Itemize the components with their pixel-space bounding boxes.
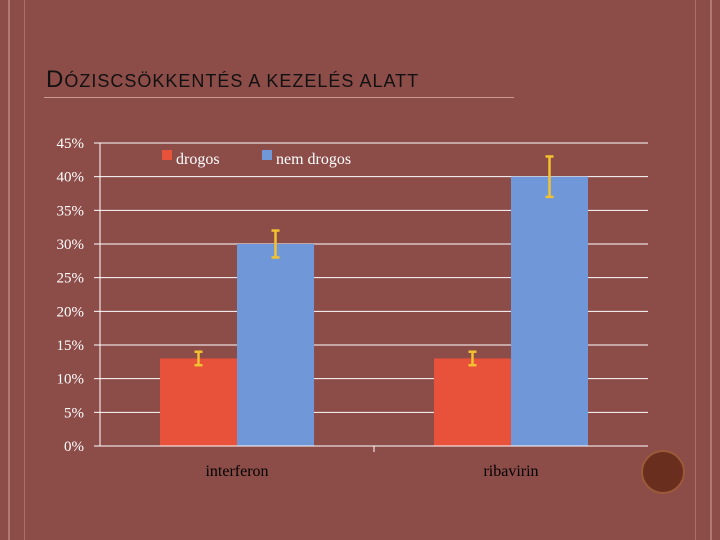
error-bars bbox=[194, 155, 554, 367]
legend-swatch bbox=[262, 150, 272, 160]
y-tick-label: 15% bbox=[57, 338, 85, 354]
y-tick-label: 40% bbox=[57, 170, 85, 186]
bar-drogos-interferon bbox=[160, 358, 237, 446]
x-category-label: interferon bbox=[205, 463, 268, 480]
y-tick-label: 5% bbox=[64, 405, 84, 421]
slide-frame-outer bbox=[8, 0, 712, 540]
bar-nem-drogos-ribavirin bbox=[511, 176, 588, 446]
slide-title: DÓZISCSÖKKENTÉS A KEZELÉS ALATT bbox=[46, 66, 419, 94]
title-initial: D bbox=[46, 66, 65, 93]
y-tick-label: 45% bbox=[57, 136, 85, 152]
bar-nem-drogos-interferon bbox=[237, 244, 314, 446]
x-axis: interferon ribavirin bbox=[99, 143, 648, 480]
slide-frame-inner bbox=[24, 0, 696, 540]
y-axis-ticks: 0% 5% 10% 15% 20% 25% 30% 35% 40% 45% bbox=[57, 136, 100, 455]
legend: drogos nem drogos bbox=[162, 150, 351, 168]
y-tick-label: 25% bbox=[57, 271, 85, 287]
title-underline bbox=[44, 97, 514, 98]
legend-swatch bbox=[162, 150, 172, 160]
title-rest: ÓZISCSÖKKENTÉS A KEZELÉS ALATT bbox=[64, 71, 420, 91]
legend-label: drogos bbox=[176, 151, 220, 168]
bars bbox=[160, 176, 588, 446]
y-tick-label: 10% bbox=[57, 372, 85, 388]
x-category-label: ribavirin bbox=[483, 463, 538, 480]
bar-drogos-ribavirin bbox=[434, 358, 511, 446]
legend-label: nem drogos bbox=[276, 151, 351, 168]
y-tick-label: 0% bbox=[64, 439, 84, 455]
y-tick-label: 35% bbox=[57, 203, 85, 219]
y-tick-label: 20% bbox=[57, 304, 85, 320]
decorative-circle bbox=[641, 450, 685, 494]
y-tick-label: 30% bbox=[57, 237, 85, 253]
